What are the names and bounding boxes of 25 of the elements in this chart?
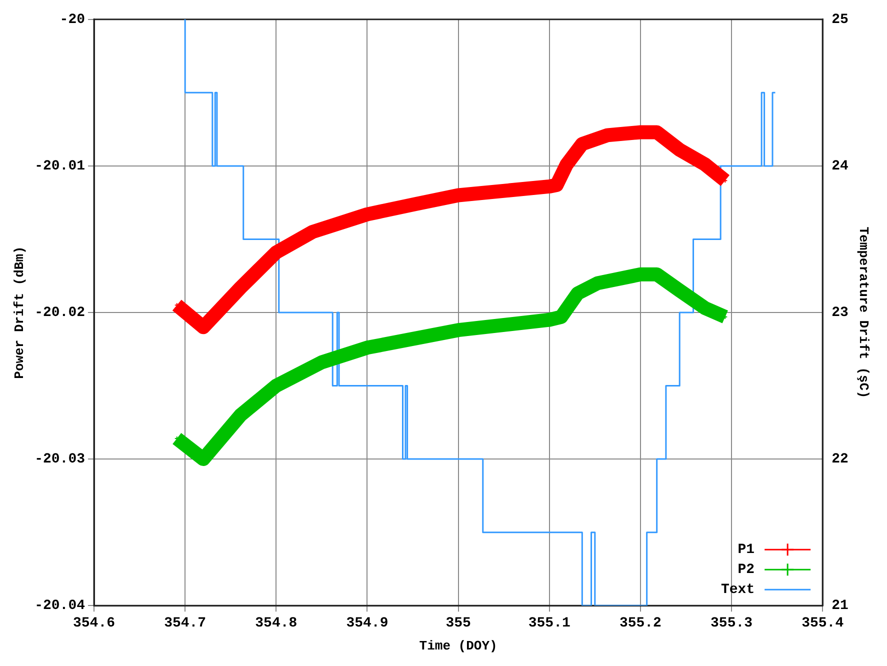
y2-tick-label: 25 <box>832 12 848 28</box>
x-tick-label: 354.6 <box>73 616 116 632</box>
legend-label: Text <box>720 582 755 598</box>
y-tick-label: -20.01 <box>34 158 86 174</box>
y2-tick-label: 21 <box>832 598 848 614</box>
x-tick-label: 355.2 <box>619 616 662 632</box>
y-tick-label: -20.04 <box>34 598 86 614</box>
y-tick-label: -20.02 <box>34 305 86 322</box>
x-axis-title: Time (DOY) <box>419 638 498 654</box>
y-tick-label: -20.03 <box>34 452 86 468</box>
x-tick-label: 354.8 <box>255 616 298 632</box>
legend-label: P1 <box>738 542 755 558</box>
x-tick-label: 354.7 <box>164 616 206 632</box>
y2-axis-title: Temperature Drift (şC) <box>856 226 871 398</box>
x-tick-label: 355.3 <box>710 616 753 632</box>
x-tick-label: 355.4 <box>802 616 844 632</box>
y-tick-label: -20 <box>60 12 86 28</box>
y-axis-title: Power Drift (dBm) <box>12 246 28 379</box>
y2-tick-label: 22 <box>832 452 848 468</box>
y2-tick-label: 24 <box>832 158 848 174</box>
legend-label: P2 <box>738 562 755 578</box>
x-tick-label: 354.9 <box>346 616 388 632</box>
y2-tick-label: 23 <box>832 305 848 322</box>
x-tick-label: 355.1 <box>528 616 570 632</box>
x-tick-label: 355 <box>446 616 471 632</box>
